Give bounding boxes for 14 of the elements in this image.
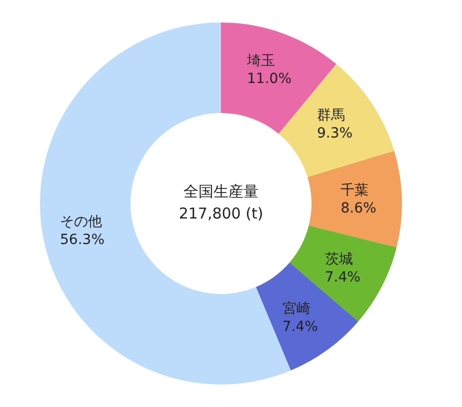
slice-label: 群馬 — [316, 108, 345, 124]
slice-label: その他 — [60, 214, 102, 230]
data-label: 11.0% — [247, 70, 292, 87]
text: 全国生産量 — [184, 182, 258, 200]
data-label: 7.4% — [324, 269, 360, 286]
slice-label: 茨城 — [324, 251, 353, 268]
slice-label: 宮崎 — [282, 300, 310, 317]
data-label: 9.3% — [316, 126, 353, 142]
data-label: 8.6% — [340, 200, 376, 217]
data-label: 56.3% — [60, 232, 104, 248]
data-label: 7.4% — [282, 318, 318, 335]
slice-label: 千葉 — [340, 182, 369, 199]
text: 217,800 (t) — [178, 204, 264, 222]
slice-label: 埼玉 — [246, 52, 276, 69]
